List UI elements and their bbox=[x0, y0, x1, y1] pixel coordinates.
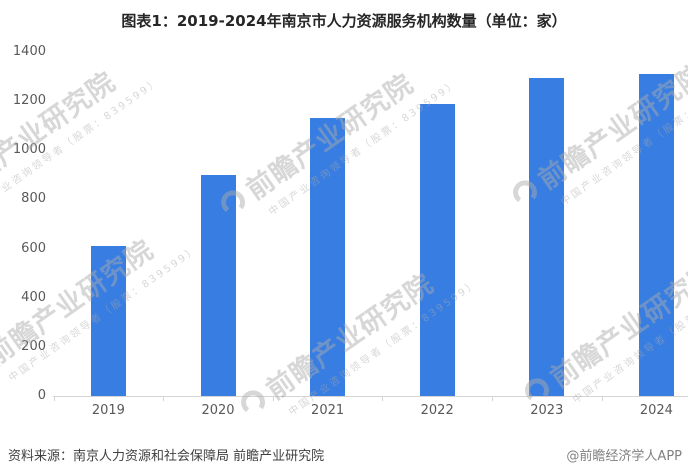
y-tick-label-1400: 1400 bbox=[12, 44, 46, 59]
x-tick-mark bbox=[492, 396, 493, 401]
credit-note: @前瞻经济学人APP bbox=[566, 449, 682, 464]
y-tick-label-400: 400 bbox=[21, 289, 46, 305]
x-axis-line bbox=[53, 396, 688, 397]
y-tick-label-600: 600 bbox=[21, 240, 46, 256]
bar-2021 bbox=[310, 118, 346, 396]
x-tick-mark bbox=[382, 396, 384, 401]
source-note: 资料来源：南京人力资源和社会保障局 前瞻产业研究院 bbox=[8, 449, 325, 464]
y-tick-label-1200: 1200 bbox=[12, 93, 46, 109]
x-tick-label-2023: 2023 bbox=[530, 403, 564, 418]
x-tick-label-2021: 2021 bbox=[311, 403, 345, 418]
y-tick-label-200: 200 bbox=[21, 338, 46, 354]
bar-2022 bbox=[419, 103, 455, 396]
x-tick-label-2024: 2024 bbox=[639, 403, 673, 418]
x-tick-mark bbox=[601, 396, 603, 401]
x-tick-label-2019: 2019 bbox=[91, 403, 125, 418]
x-tick-mark bbox=[53, 396, 55, 401]
y-tick-label-1000: 1000 bbox=[12, 142, 46, 158]
x-tick-label-2020: 2020 bbox=[201, 403, 235, 418]
bar-2019 bbox=[90, 246, 126, 396]
x-tick-mark bbox=[272, 396, 274, 401]
chart-title: 图表1：2019-2024年南京市人力资源服务机构数量（单位：家） bbox=[121, 12, 567, 30]
y-tick-label-800: 800 bbox=[21, 191, 46, 207]
bar-2024 bbox=[638, 74, 674, 396]
bar-2023 bbox=[529, 77, 565, 396]
bar-2020 bbox=[200, 174, 236, 396]
x-tick-mark bbox=[163, 396, 165, 401]
x-tick-label-2022: 2022 bbox=[420, 403, 454, 418]
y-tick-label-0: 0 bbox=[37, 388, 46, 403]
